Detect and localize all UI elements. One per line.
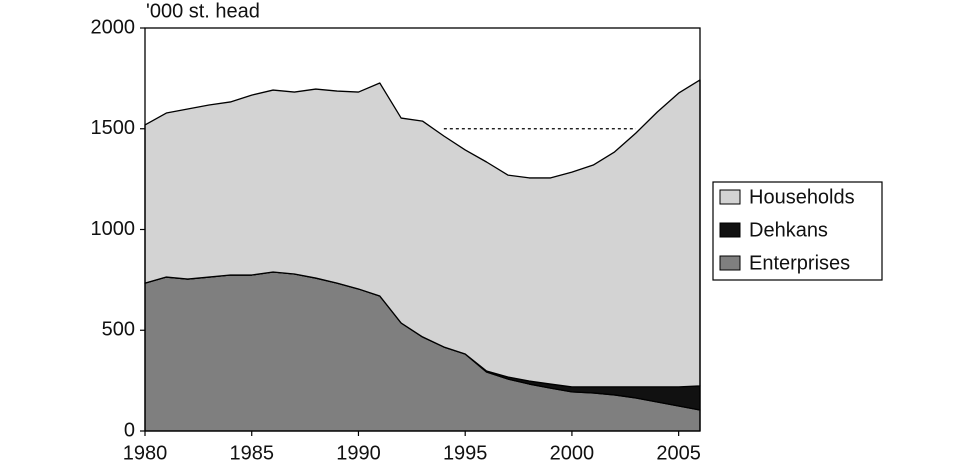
legend-label: Dehkans — [749, 219, 828, 241]
y-tick-label: 2000 — [91, 16, 136, 38]
x-tick-label: 2000 — [550, 442, 595, 463]
y-axis-label: '000 st. head — [146, 0, 260, 22]
x-tick-label: 1985 — [229, 442, 274, 463]
x-tick-label: 1990 — [336, 442, 381, 463]
legend-label: Enterprises — [749, 252, 850, 274]
legend-swatch — [719, 255, 741, 271]
legend-box — [712, 181, 883, 281]
legend-swatch — [719, 189, 741, 205]
y-tick-label: 1500 — [91, 117, 136, 139]
y-tick-label: 1000 — [91, 218, 136, 240]
y-tick-label: 500 — [102, 319, 135, 341]
x-tick-label: 1995 — [443, 442, 488, 463]
legend-swatch — [719, 222, 741, 238]
y-tick-label: 0 — [124, 419, 135, 441]
x-tick-label: 1980 — [123, 442, 168, 463]
x-tick-label: 2005 — [656, 442, 701, 463]
legend-label: Households — [749, 186, 855, 208]
